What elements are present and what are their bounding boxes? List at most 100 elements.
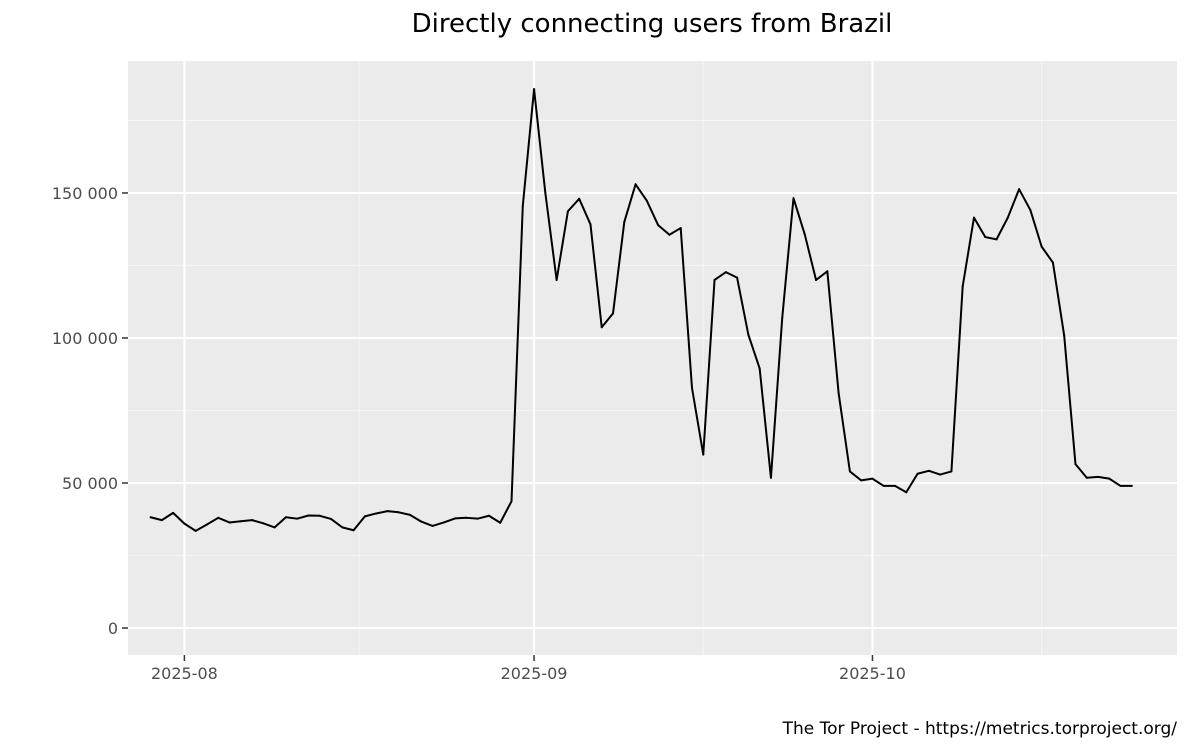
series-layer (149, 88, 1133, 532)
data-point (815, 278, 818, 281)
data-point (578, 197, 581, 200)
data-point (837, 392, 840, 395)
chart-caption: The Tor Project - https://metrics.torpro… (782, 719, 1178, 739)
data-point (386, 510, 389, 513)
data-point (1063, 334, 1066, 337)
x-axis: 2025-08 2025-09 2025-10 (151, 655, 906, 683)
y-axis: 0 50 000 100 000 150 000 (52, 184, 128, 638)
data-point (1040, 245, 1043, 248)
data-point (487, 514, 490, 517)
data-point (736, 276, 739, 279)
data-point (1085, 476, 1088, 479)
data-point (894, 484, 897, 487)
data-point (702, 453, 705, 456)
data-point (217, 516, 220, 519)
data-point (555, 278, 558, 281)
data-point (284, 516, 287, 519)
data-point (1051, 261, 1054, 264)
data-point (420, 520, 423, 523)
data-point (239, 520, 242, 523)
data-point (442, 521, 445, 524)
data-point (1097, 475, 1100, 478)
data-point (205, 523, 208, 526)
data-point (465, 516, 468, 519)
data-point (499, 521, 502, 524)
data-point (375, 512, 378, 515)
minor-grid (128, 61, 1177, 655)
y-tick-label: 50 000 (62, 474, 118, 493)
data-point (961, 285, 964, 288)
data-point (724, 271, 727, 274)
data-point (623, 220, 626, 223)
data-point (183, 522, 186, 525)
data-point (1074, 463, 1077, 466)
data-point (228, 521, 231, 524)
data-point (747, 333, 750, 336)
x-tick-label: 2025-10 (839, 664, 906, 683)
data-point (1029, 209, 1032, 212)
data-point (826, 270, 829, 273)
data-point (510, 500, 513, 503)
data-point (149, 516, 152, 519)
data-point (758, 367, 761, 370)
data-point (262, 522, 265, 525)
data-point (950, 470, 953, 473)
data-point (713, 278, 716, 281)
data-point (431, 524, 434, 527)
data-point (352, 529, 355, 532)
data-point (1108, 477, 1111, 480)
series-line (150, 88, 1132, 532)
major-grid (128, 61, 1177, 655)
data-point (307, 514, 310, 517)
y-tick-label: 0 (108, 619, 118, 638)
data-point (544, 191, 547, 194)
data-point (792, 197, 795, 200)
data-point (927, 469, 930, 472)
data-point (905, 491, 908, 494)
x-tick-label: 2025-08 (151, 664, 218, 683)
data-point (848, 470, 851, 473)
data-point (634, 183, 637, 186)
data-point (860, 479, 863, 482)
data-point (533, 88, 536, 91)
data-point (330, 517, 333, 520)
data-point (454, 517, 457, 520)
data-point (690, 386, 693, 389)
data-point (668, 233, 671, 236)
data-point (251, 519, 254, 522)
data-point (476, 517, 479, 520)
data-point (363, 515, 366, 518)
y-tick-label: 150 000 (52, 184, 118, 203)
data-point (408, 513, 411, 516)
data-point (160, 519, 163, 522)
data-point (1018, 188, 1021, 191)
plot-panel (128, 61, 1177, 655)
data-point (612, 312, 615, 315)
data-point (781, 316, 784, 319)
y-tick-label: 100 000 (52, 329, 118, 348)
data-point (916, 472, 919, 475)
data-point (397, 511, 400, 514)
data-point (1130, 484, 1133, 487)
data-point (172, 511, 175, 514)
data-point (657, 224, 660, 227)
data-point (318, 514, 321, 517)
data-point (645, 199, 648, 202)
data-point (939, 473, 942, 476)
data-point (600, 326, 603, 329)
data-point (769, 476, 772, 479)
chart-title: Directly connecting users from Brazil (412, 9, 893, 39)
data-point (273, 526, 276, 529)
data-point (882, 484, 885, 487)
data-point (984, 236, 987, 239)
data-point (972, 216, 975, 219)
data-point (194, 529, 197, 532)
data-point (521, 205, 524, 208)
data-point (803, 233, 806, 236)
data-point (1006, 216, 1009, 219)
data-point (589, 223, 592, 226)
data-point (296, 517, 299, 520)
data-point (679, 227, 682, 230)
data-point (871, 477, 874, 480)
